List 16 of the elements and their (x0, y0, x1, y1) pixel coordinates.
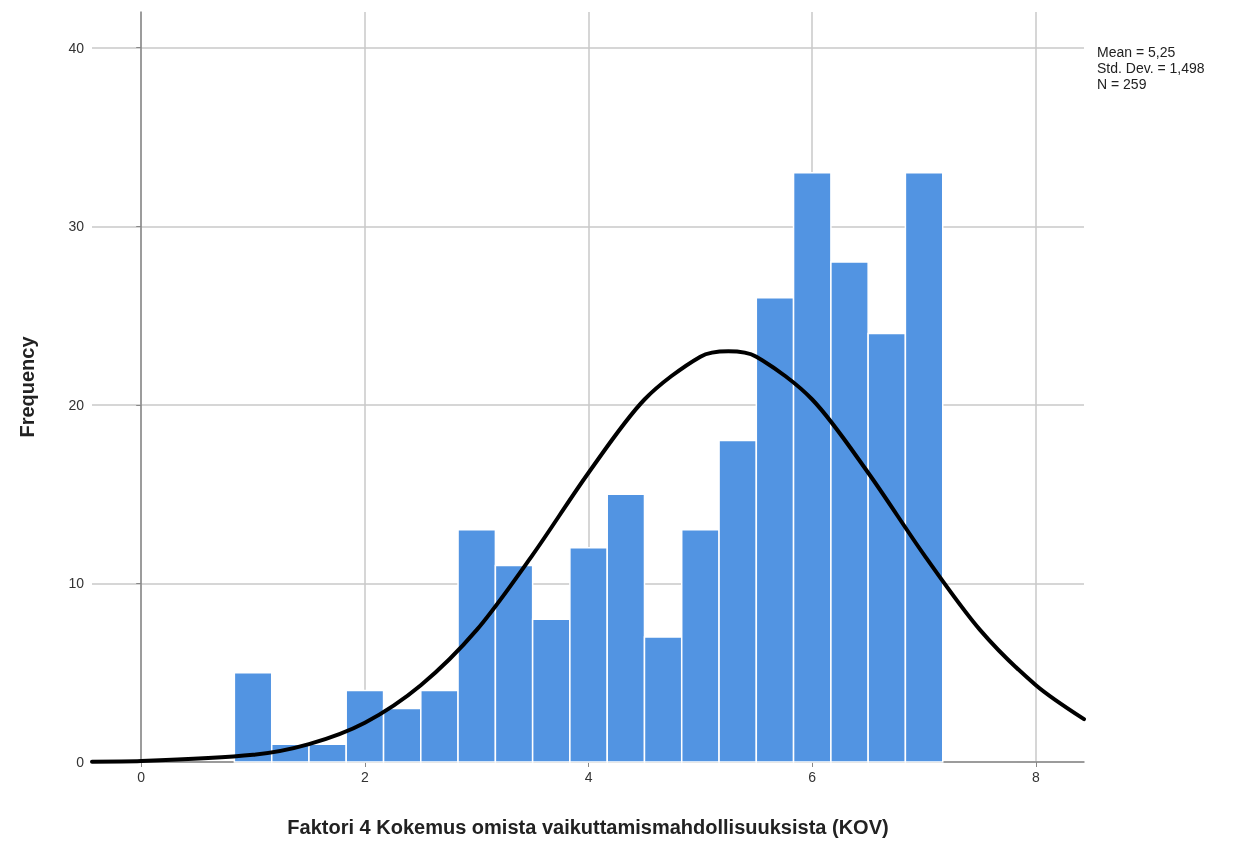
y-axis-title: Frequency (16, 335, 38, 438)
text: Mean = 5,25 (1097, 44, 1176, 60)
y-tick-label: 20 (68, 396, 85, 413)
x-tick-label: 8 (1032, 769, 1041, 785)
x-axis-title: Faktori 4 Kokemus omista vaikuttamismahdollisuuksista (KOV) (287, 816, 889, 838)
x-tick-label: 0 (137, 769, 146, 785)
text: N = 259 (1097, 76, 1147, 92)
text: Std. Dev. = 1,498 (1097, 60, 1205, 76)
y-tick-label: 10 (68, 575, 85, 592)
x-tick-label: 4 (584, 769, 593, 785)
y-tick-label: 40 (68, 39, 85, 56)
x-tick-label: 6 (808, 769, 817, 785)
y-tick-label: 0 (76, 754, 85, 770)
y-tick-label: 30 (68, 218, 85, 235)
line-series (90, 349, 1086, 764)
x-tick-label: 2 (360, 769, 369, 785)
